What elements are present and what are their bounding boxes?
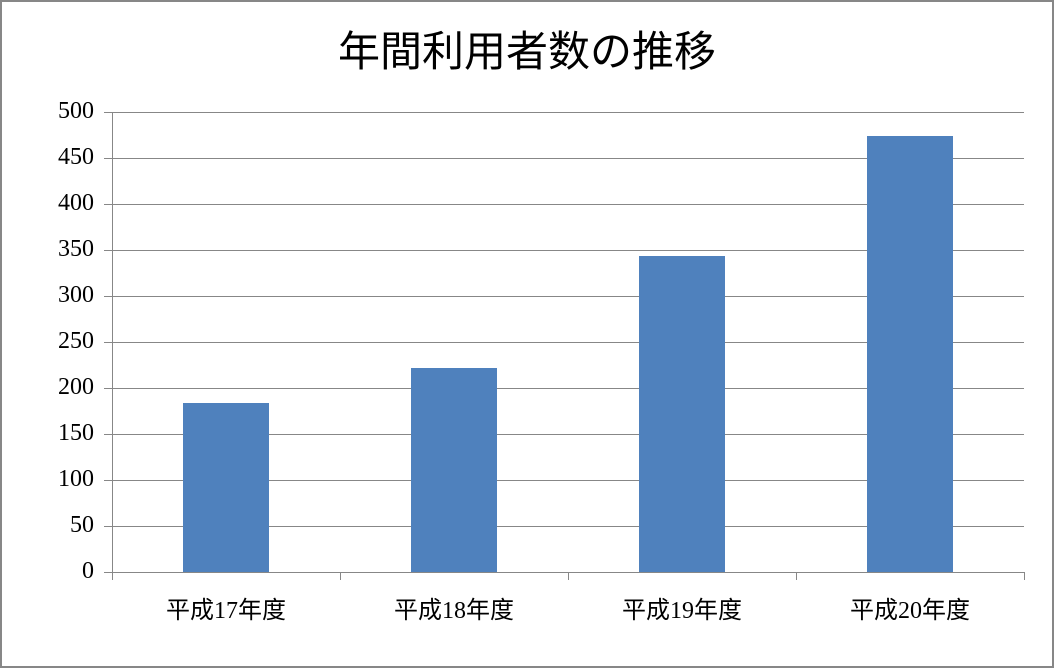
chart-title: 年間利用者数の推移 — [2, 18, 1052, 79]
y-tick-mark — [104, 572, 112, 573]
y-tick-mark — [104, 112, 112, 113]
y-tick-label: 500 — [2, 98, 94, 125]
x-category-label: 平成19年度 — [568, 590, 796, 625]
x-tick-mark — [340, 572, 341, 580]
y-tick-mark — [104, 480, 112, 481]
x-tick-mark — [796, 572, 797, 580]
y-tick-label: 0 — [2, 558, 94, 585]
y-tick-label: 50 — [2, 512, 94, 539]
plot-area — [112, 112, 1024, 572]
y-tick-label: 250 — [2, 328, 94, 355]
y-tick-label: 400 — [2, 190, 94, 217]
y-axis-line — [112, 112, 113, 572]
bar — [639, 256, 726, 572]
gridline — [112, 112, 1024, 113]
y-tick-mark — [104, 204, 112, 205]
x-category-label: 平成18年度 — [340, 590, 568, 625]
y-tick-label: 200 — [2, 374, 94, 401]
bar — [183, 403, 270, 572]
y-tick-mark — [104, 250, 112, 251]
y-tick-mark — [104, 526, 112, 527]
y-tick-mark — [104, 388, 112, 389]
y-tick-label: 100 — [2, 466, 94, 493]
y-tick-mark — [104, 342, 112, 343]
y-tick-mark — [104, 434, 112, 435]
bar — [867, 136, 954, 572]
y-tick-label: 350 — [2, 236, 94, 263]
y-tick-label: 150 — [2, 420, 94, 447]
x-category-label: 平成20年度 — [796, 590, 1024, 625]
bar — [411, 368, 498, 572]
y-tick-mark — [104, 158, 112, 159]
x-category-label: 平成17年度 — [112, 590, 340, 625]
y-tick-label: 300 — [2, 282, 94, 309]
x-tick-mark — [1024, 572, 1025, 580]
y-tick-label: 450 — [2, 144, 94, 171]
x-tick-mark — [568, 572, 569, 580]
x-tick-mark — [112, 572, 113, 580]
y-tick-mark — [104, 296, 112, 297]
chart-frame: 年間利用者数の推移 0 50 100 150 200 250 300 350 400 450 500 平… — [0, 0, 1054, 668]
